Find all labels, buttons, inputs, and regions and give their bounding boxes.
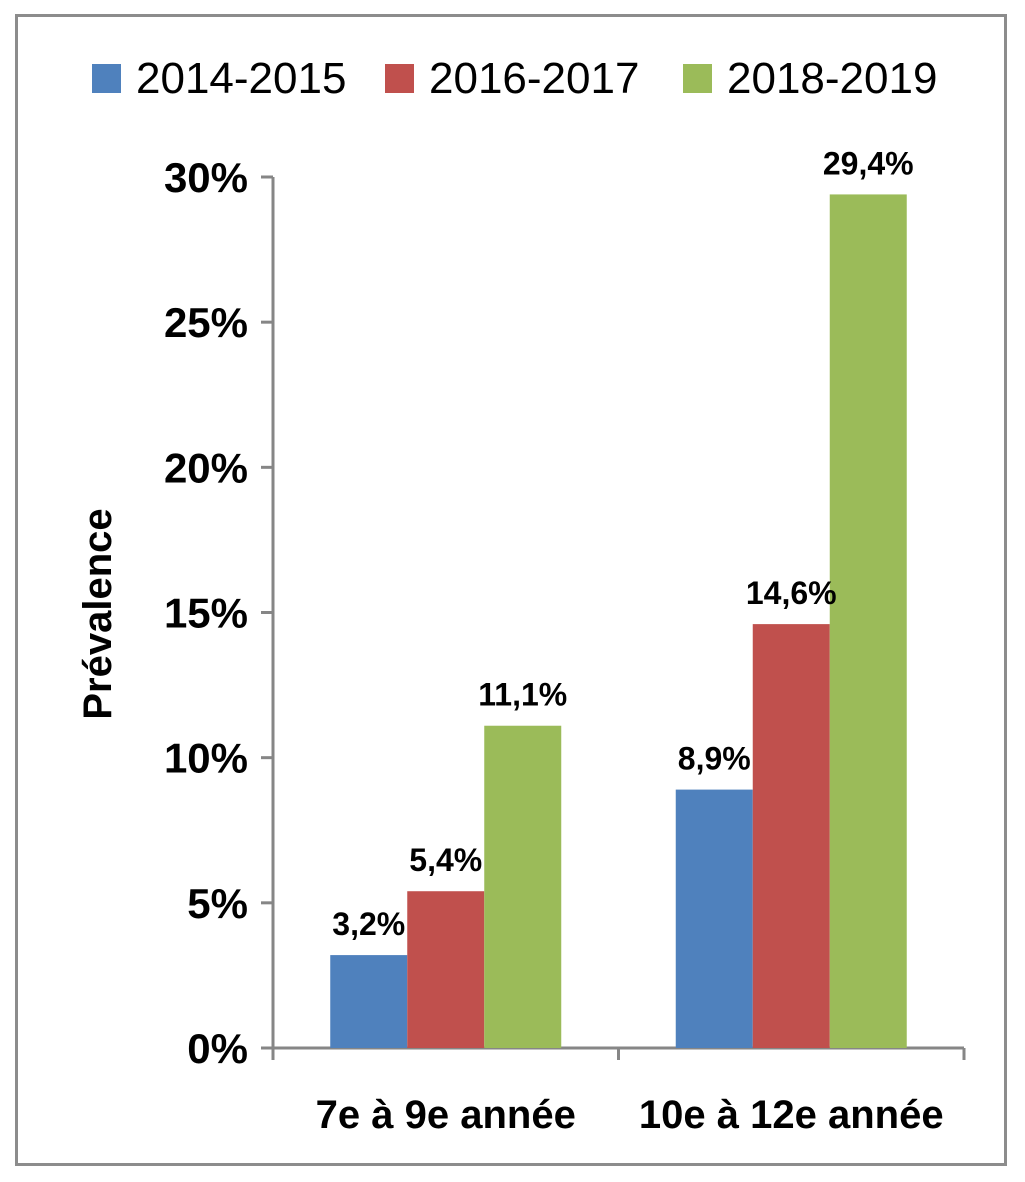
data-labels: 3,2% 8,9% 5,4% 14,6% 11,1% 29,4%: [332, 145, 913, 942]
y-tick-label: 30%: [164, 154, 248, 201]
x-category-label: 10e à 12e année: [639, 1093, 944, 1137]
y-axis-label: Prévalence: [76, 508, 120, 719]
y-axis: 0% 5% 10% 15% 20% 25% 30%: [164, 154, 275, 1072]
x-category-label: 7e à 9e année: [316, 1093, 576, 1137]
legend-label: 2018-2019: [727, 54, 937, 103]
bar-2018-2019-0: [484, 725, 562, 1048]
y-tick-label: 15%: [164, 590, 248, 637]
data-label: 11,1%: [478, 677, 567, 713]
legend-swatch: [683, 64, 712, 93]
bar-2016-2017-1: [752, 624, 830, 1048]
y-tick-label: 5%: [187, 880, 248, 927]
y-tick-label: 10%: [164, 735, 248, 782]
bar-2018-2019-1: [829, 194, 907, 1049]
bar-2016-2017-0: [407, 891, 485, 1048]
bar-2014-2015-0: [330, 955, 408, 1048]
data-label: 5,4%: [409, 842, 482, 878]
bars: [330, 194, 907, 1049]
legend-label: 2016-2017: [429, 54, 639, 103]
data-label: 29,4%: [823, 145, 914, 181]
data-label: 8,9%: [678, 741, 751, 777]
legend-swatch: [92, 64, 121, 93]
x-axis: 7e à 9e année 10e à 12e année: [271, 1046, 966, 1137]
y-tick-label: 20%: [164, 444, 248, 491]
data-label: 14,6%: [746, 575, 837, 611]
data-label: 3,2%: [332, 906, 405, 942]
legend: 2014-2015 2016-2017 2018-2019: [92, 54, 937, 103]
bar-2014-2015-1: [675, 789, 753, 1048]
legend-swatch: [385, 64, 414, 93]
y-tick-label: 25%: [164, 299, 248, 346]
legend-label: 2014-2015: [136, 54, 346, 103]
y-tick-label: 0%: [187, 1025, 248, 1072]
